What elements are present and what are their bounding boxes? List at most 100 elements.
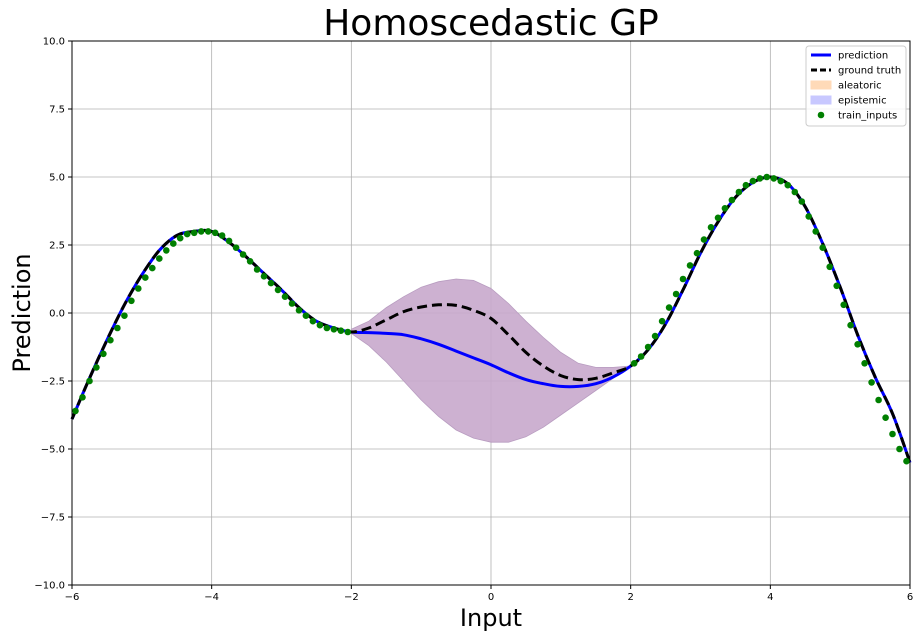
- train-input-point: [819, 244, 826, 251]
- train-input-point: [882, 414, 889, 422]
- legend-label-train_inputs: train_inputs: [838, 111, 897, 122]
- train-input-point: [868, 379, 875, 386]
- y-tick-label: 7.5: [49, 105, 65, 116]
- train-input-point: [875, 396, 882, 404]
- x-tick-label: 6: [907, 592, 913, 603]
- train-input-point: [344, 328, 352, 336]
- train-input-point: [700, 236, 708, 243]
- train-input-point: [72, 407, 79, 415]
- train-input-point: [156, 255, 163, 262]
- train-input-point: [232, 244, 240, 251]
- train-input-point: [770, 175, 778, 182]
- train-input-point: [190, 229, 198, 237]
- series-lines: [70, 175, 912, 464]
- train-input-point: [239, 251, 247, 258]
- train-input-point: [218, 232, 226, 239]
- y-tick-label: 10.0: [43, 37, 65, 48]
- train-input-point: [637, 353, 645, 360]
- y-tick-label: 5.0: [49, 173, 65, 184]
- train-input-point: [260, 273, 268, 280]
- train-input-point: [798, 198, 806, 205]
- train-input-point: [686, 262, 694, 269]
- train-input-point: [135, 285, 142, 292]
- legend-label-prediction: prediction: [838, 51, 888, 62]
- train-input-point: [128, 297, 135, 305]
- train-input-point: [281, 293, 289, 301]
- train-input-point: [121, 312, 128, 320]
- y-tick-label: −2.5: [41, 377, 65, 388]
- train-input-point: [330, 326, 338, 333]
- train-input-point: [840, 301, 847, 309]
- train-input-point: [323, 324, 331, 332]
- y-axis-ticks: −10.0 −7.5 −5.0 −2.5 0.0 2.5 5.0 7.5 10.0: [34, 37, 72, 592]
- train-input-point: [784, 181, 792, 189]
- y-tick-label: 0.0: [49, 309, 65, 320]
- train-input-point: [791, 188, 799, 196]
- train-input-point: [833, 282, 840, 290]
- train-input-point: [302, 312, 310, 320]
- train-input-point: [889, 430, 896, 438]
- train-input-point: [79, 394, 86, 401]
- x-tick-label: −2: [344, 592, 359, 603]
- train-input-point: [295, 307, 303, 314]
- legend-swatch-aleatoric: [810, 80, 832, 90]
- train-input-point: [728, 196, 736, 204]
- train-input-point: [644, 343, 652, 351]
- train-input-point: [679, 275, 687, 283]
- train-input-point: [735, 188, 743, 196]
- train-input-point: [337, 327, 345, 335]
- train-input-point: [197, 228, 205, 235]
- train-input-point: [861, 360, 868, 367]
- x-axis-ticks: −6 −4 −2 0 2 4 6: [65, 585, 913, 603]
- train-input-point: [149, 264, 156, 272]
- x-tick-label: 0: [488, 592, 494, 603]
- train-input-point: [316, 321, 324, 329]
- train-input-point: [86, 377, 93, 385]
- train-input-point: [246, 258, 254, 265]
- y-tick-label: 2.5: [49, 241, 65, 252]
- train-input-point: [651, 332, 659, 340]
- train-input-point: [107, 336, 114, 344]
- train-input-point: [714, 214, 722, 222]
- train-input-point: [274, 286, 282, 294]
- train-input-point: [777, 177, 785, 185]
- train-input-point: [93, 364, 100, 371]
- train-input-point: [812, 228, 819, 235]
- legend-label-epistemic: epistemic: [838, 96, 887, 107]
- train-input-point: [204, 228, 212, 235]
- train-input-point: [176, 234, 184, 242]
- y-tick-label: −7.5: [41, 513, 65, 524]
- train-input-point: [163, 247, 170, 254]
- y-axis-label: Prediction: [8, 253, 36, 372]
- train-input-point: [707, 224, 715, 231]
- train-input-point: [658, 317, 666, 325]
- train-input-point: [826, 263, 833, 271]
- train-input-point: [630, 360, 638, 367]
- train-input-point: [100, 350, 107, 358]
- train-input-point: [114, 324, 121, 332]
- x-axis-label: Input: [460, 604, 522, 632]
- train-input-point: [142, 274, 149, 281]
- train-input-point: [805, 213, 812, 220]
- train-input-point: [896, 445, 903, 453]
- y-tick-label: −10.0: [34, 581, 65, 592]
- legend-label-ground_truth: ground truth: [838, 66, 901, 77]
- train-input-point: [253, 266, 261, 273]
- x-tick-label: −6: [65, 592, 80, 603]
- train-input-point: [847, 321, 854, 329]
- legend-label-aleatoric: aleatoric: [838, 81, 882, 92]
- train-input-point: [665, 304, 673, 311]
- train-input-point: [749, 177, 757, 185]
- ground-truth-line: [70, 175, 912, 464]
- x-tick-label: 4: [767, 592, 773, 603]
- train-input-point: [693, 249, 701, 257]
- train-input-point: [170, 240, 177, 247]
- legend: prediction ground truth aleatoric epistemic…: [805, 45, 907, 127]
- chart-title: Homoscedastic GP: [323, 3, 659, 44]
- y-tick-label: −5.0: [41, 445, 65, 456]
- train-input-point: [267, 279, 275, 287]
- train-inputs-points: [72, 173, 910, 465]
- train-input-point: [742, 181, 750, 189]
- train-input-point: [225, 237, 233, 245]
